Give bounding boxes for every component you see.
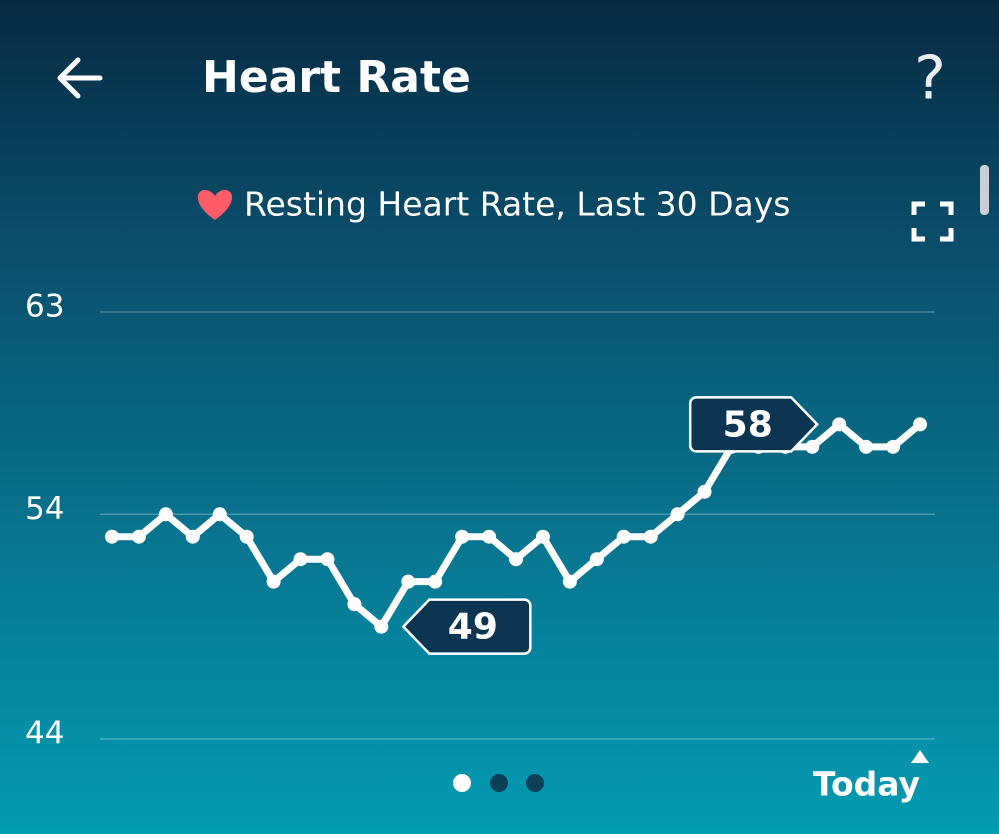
- data-point: [212, 507, 227, 522]
- data-point: [697, 484, 712, 499]
- data-point: [401, 574, 416, 589]
- back-button[interactable]: [57, 57, 103, 99]
- page-title: Heart Rate: [202, 52, 471, 103]
- data-point: [482, 529, 497, 544]
- data-point: [347, 597, 362, 612]
- page-dot[interactable]: [490, 774, 508, 792]
- data-point: [293, 552, 308, 567]
- data-point: [913, 417, 927, 432]
- data-point: [886, 439, 901, 454]
- data-point: [266, 574, 281, 589]
- callout-label: 49: [448, 607, 498, 648]
- data-point: [616, 529, 631, 544]
- data-point: [832, 417, 847, 432]
- data-point: [643, 529, 658, 544]
- callout-box: [688, 396, 819, 453]
- data-point: [320, 552, 335, 567]
- callout-label: 58: [723, 404, 773, 445]
- data-point: [859, 439, 874, 454]
- data-point: [805, 439, 820, 454]
- callout: 58: [688, 396, 819, 453]
- data-point: [239, 529, 254, 544]
- page-dot[interactable]: [453, 774, 471, 792]
- data-point: [158, 507, 173, 522]
- callout-box: [401, 598, 532, 655]
- data-point: [562, 574, 577, 589]
- data-point: [589, 552, 604, 567]
- y-tick-label: 63: [25, 289, 64, 325]
- data-line: [112, 420, 923, 631]
- data-point: [185, 529, 200, 544]
- scrollbar: [980, 165, 989, 215]
- fullscreen-icon[interactable]: [911, 201, 954, 242]
- page-dot[interactable]: [526, 774, 544, 792]
- help-button[interactable]: ?: [914, 44, 946, 114]
- today-marker: [911, 750, 929, 763]
- data-point: [455, 529, 470, 544]
- data-point: [670, 507, 685, 522]
- data-point: [509, 552, 523, 567]
- data-point: [535, 529, 550, 544]
- y-tick-label: 54: [25, 491, 64, 527]
- data-point: [428, 574, 443, 589]
- back-arrow[interactable]: [57, 57, 103, 99]
- callout: 49: [401, 598, 532, 655]
- chart-title: Resting Heart Rate, Last 30 Days: [244, 185, 790, 224]
- fullscreen-button[interactable]: [911, 201, 954, 242]
- data-point: [105, 529, 119, 544]
- data-point: [131, 529, 146, 544]
- x-tick-label: Today: [813, 765, 920, 804]
- data-point: [374, 619, 389, 634]
- y-tick-label: 44: [25, 716, 64, 752]
- heart-icon: [197, 190, 233, 220]
